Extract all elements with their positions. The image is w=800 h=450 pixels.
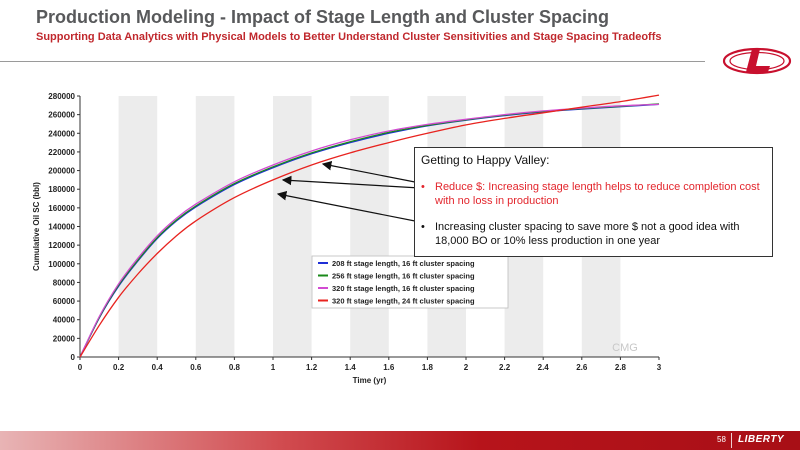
legend-label: 320 ft stage length, 24 ft cluster spaci… [332,297,475,306]
x-tick-label: 2 [464,363,469,372]
x-tick-label: 3 [657,363,662,372]
page-title: Production Modeling - Impact of Stage Le… [36,7,610,27]
x-tick-label: 2.2 [499,363,511,372]
series-line [79,103,660,358]
annotation-arrow [281,175,421,189]
cmg-watermark: CMG [612,342,638,354]
y-tick-label: 40000 [53,316,76,325]
header-divider [0,61,705,62]
callout-bullet-text: Reduce $: Increasing stage length helps … [435,181,760,207]
x-tick-label: 1 [271,363,276,372]
y-tick-label: 120000 [48,241,75,250]
x-tick-label: 1.2 [306,363,318,372]
series-line [79,94,660,358]
liberty-l-logo-icon [722,47,792,75]
y-tick-label: 260000 [48,111,75,120]
y-tick-label: 240000 [48,129,75,138]
x-tick-label: 2.8 [615,363,627,372]
x-tick-label: 0 [78,363,83,372]
x-tick-label: 0.4 [152,363,164,372]
y-tick-label: 80000 [53,278,76,287]
callout-bullet-reduce-cost: • Reduce $: Increasing stage length helps… [421,181,760,207]
callout-heading: Getting to Happy Valley: [421,153,550,167]
y-tick-label: 200000 [48,167,75,176]
grid-band [195,96,235,357]
footer-divider [731,433,732,448]
callout-list: • Reduce $: Increasing stage length helps… [421,180,766,248]
y-tick-label: 60000 [53,297,76,306]
x-tick-label: 0.6 [190,363,202,372]
x-tick-label: 1.4 [345,363,357,372]
y-tick-label: 220000 [48,148,75,157]
y-tick-label: 20000 [53,334,76,343]
x-tick-label: 0.2 [113,363,125,372]
x-tick-label: 1.6 [383,363,395,372]
y-tick-label: 140000 [48,223,75,232]
legend-box [311,255,509,309]
page-subtitle: Supporting Data Analytics with Physical … [36,31,662,43]
x-tick-label: 2.6 [576,363,588,372]
y-tick-label: 100000 [48,260,75,269]
x-tick-label: 2.4 [538,363,550,372]
legend-label: 320 ft stage length, 16 ft cluster spaci… [332,284,475,293]
callout-box: Getting to Happy Valley: • Reduce $: Incr… [414,147,773,257]
footer-brand-logo: LIBERTY [738,434,785,445]
y-tick-label: 280000 [48,92,75,101]
x-tick-label: 0.8 [229,363,241,372]
grid-band [273,96,312,357]
callout-bullet-cluster-spacing: • Increasing cluster spacing to save more… [421,221,740,247]
grid-band [118,96,158,357]
legend-label: 208 ft stage length, 16 ft cluster spaci… [332,259,475,268]
y-axis-label: Cumulative Oil SC (bbl) [32,182,41,271]
y-tick-label: 180000 [48,185,75,194]
legend-label: 256 ft stage length, 16 ft cluster spaci… [332,272,475,281]
footer-bar [0,431,800,450]
annotation-arrow [321,160,421,184]
y-tick-label: 160000 [48,204,75,213]
annotation-arrow [276,190,421,223]
x-axis-label: Time (yr) [353,376,387,385]
y-tick-label: 0 [71,353,76,362]
callout-bullet-text: Increasing cluster spacing to save more … [435,221,740,247]
x-tick-label: 1.8 [422,363,434,372]
page-number: 58 [717,435,726,444]
